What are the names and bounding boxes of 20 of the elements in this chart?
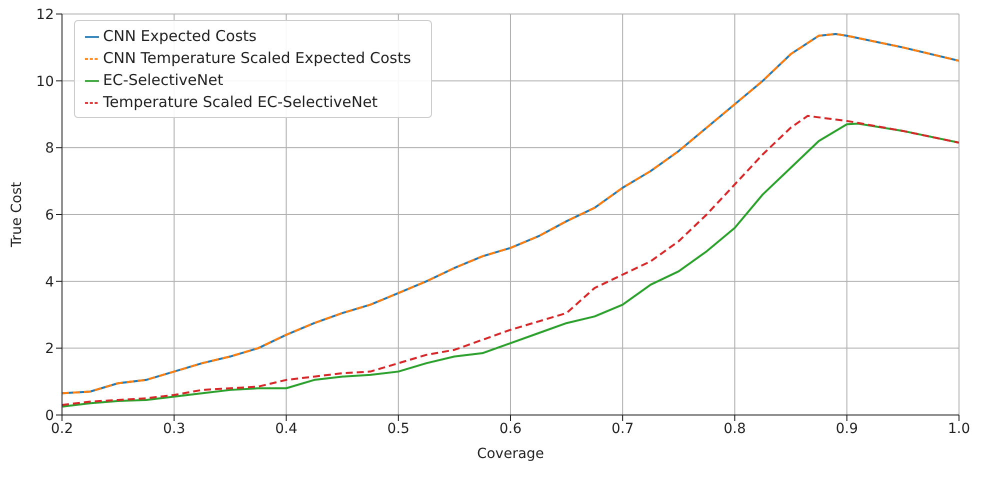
legend-label: CNN Expected Costs [103,27,257,45]
x-tick-label: 0.6 [499,420,522,437]
y-tick-label: 10 [36,74,54,90]
x-tick-label: 0.8 [724,420,746,437]
x-tick-label: 0.3 [162,420,186,437]
y-tick-label: 12 [36,6,54,23]
y-axis-title: True Cost [8,181,25,248]
x-tick-label: 0.5 [387,420,410,437]
y-tick-label: 6 [45,207,54,224]
legend-label: CNN Temperature Scaled Expected Costs [103,49,412,67]
x-tick-label: 0.9 [836,420,858,437]
y-tick-label: 8 [45,140,54,157]
x-axis-title: Coverage [476,446,544,462]
y-tick-label: 2 [45,341,54,358]
x-tick-label: 0.7 [611,420,634,437]
legend-label: EC-SelectiveNet [103,71,224,89]
x-tick-label: 0.4 [275,420,298,437]
legend-label: Temperature Scaled EC-SelectiveNet [103,93,378,111]
y-tick-label: 4 [45,274,54,290]
x-tick-label: 1.0 [948,420,970,437]
